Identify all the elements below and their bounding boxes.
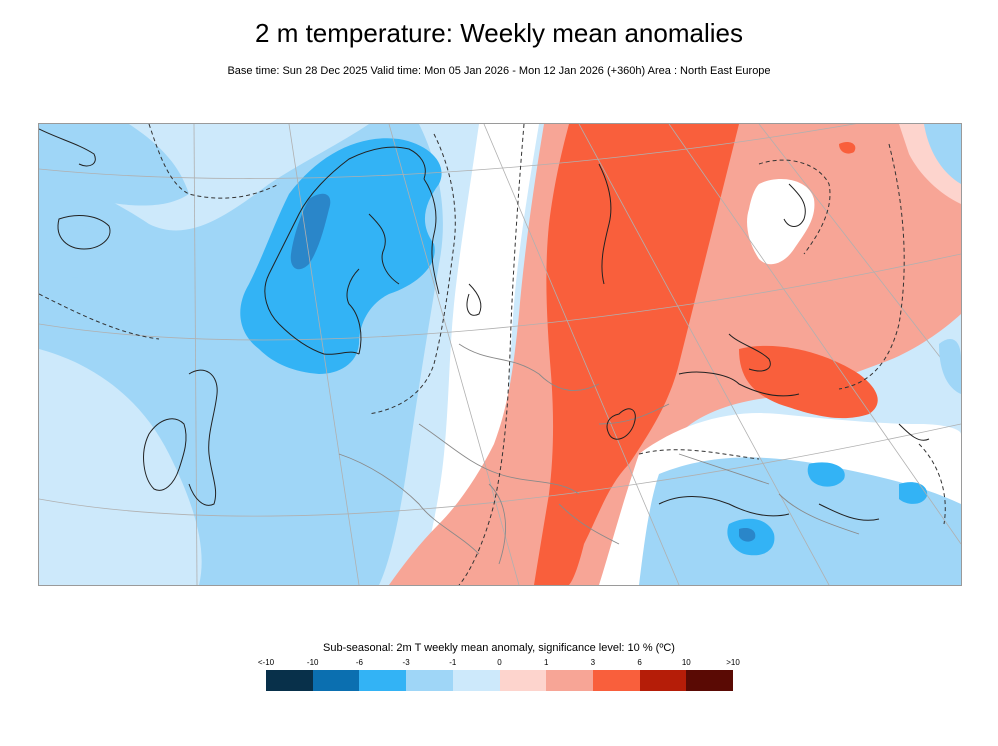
hot-patch-north-east: [839, 141, 856, 154]
legend-swatch: [266, 670, 313, 691]
legend-label: >10: [726, 658, 740, 667]
legend-label: -3: [402, 658, 410, 667]
graticule: [39, 124, 961, 585]
legend-label: <-10: [257, 658, 275, 667]
legend-swatch: [546, 670, 593, 691]
anomaly-map: [38, 123, 962, 586]
legend-label: 1: [543, 658, 549, 667]
legend-swatch: [639, 670, 687, 691]
very-cold-region-norway: [290, 193, 331, 270]
legend-swatch: [406, 670, 453, 691]
cool-region-south-east: [639, 457, 961, 585]
hot-region-black-sea: [739, 345, 878, 419]
legend-label: -10: [306, 658, 319, 667]
hot-band-russia: [534, 124, 739, 585]
legend-label: 0: [497, 658, 502, 667]
significance-contours: [39, 124, 946, 585]
cold-patch-east: [899, 482, 928, 504]
cool-region-iceland: [45, 223, 119, 278]
legend-color-bar: [266, 670, 734, 691]
legend-label: 3: [590, 658, 596, 667]
legend-swatch: [312, 670, 360, 691]
legend-label: 6: [637, 658, 642, 667]
legend-swatch: [452, 670, 500, 691]
cool-patch-east-edge: [939, 339, 961, 394]
very-cold-patch-turkey: [739, 528, 756, 542]
legend-labels: <-10 -10 -6 -3 -1 0 1 3 6 10 >10: [258, 658, 740, 668]
neutral-patch-urals: [747, 179, 815, 265]
map-subtitle: Base time: Sun 28 Dec 2025 Valid time: M…: [227, 65, 771, 77]
legend-swatch: [359, 670, 407, 691]
legend-swatch: [499, 670, 547, 691]
legend-label: 10: [681, 658, 691, 667]
cold-patch-caucasus: [807, 462, 845, 487]
legend-label: -6: [355, 658, 363, 667]
legend-label: -1: [449, 658, 457, 667]
cool-patch-far-east: [924, 124, 961, 184]
cool-region-greenland: [39, 124, 189, 206]
legend-swatch: [686, 670, 734, 691]
legend-title: Sub-seasonal: 2m T weekly mean anomaly, …: [323, 642, 675, 654]
legend-swatch: [592, 670, 640, 691]
map-title: 2 m temperature: Weekly mean anomalies: [255, 18, 743, 48]
coastlines: [39, 128, 930, 521]
cold-region-scandinavia: [240, 138, 442, 374]
neutral-corridor: [419, 124, 539, 585]
anomaly-map-svg: [39, 124, 961, 585]
